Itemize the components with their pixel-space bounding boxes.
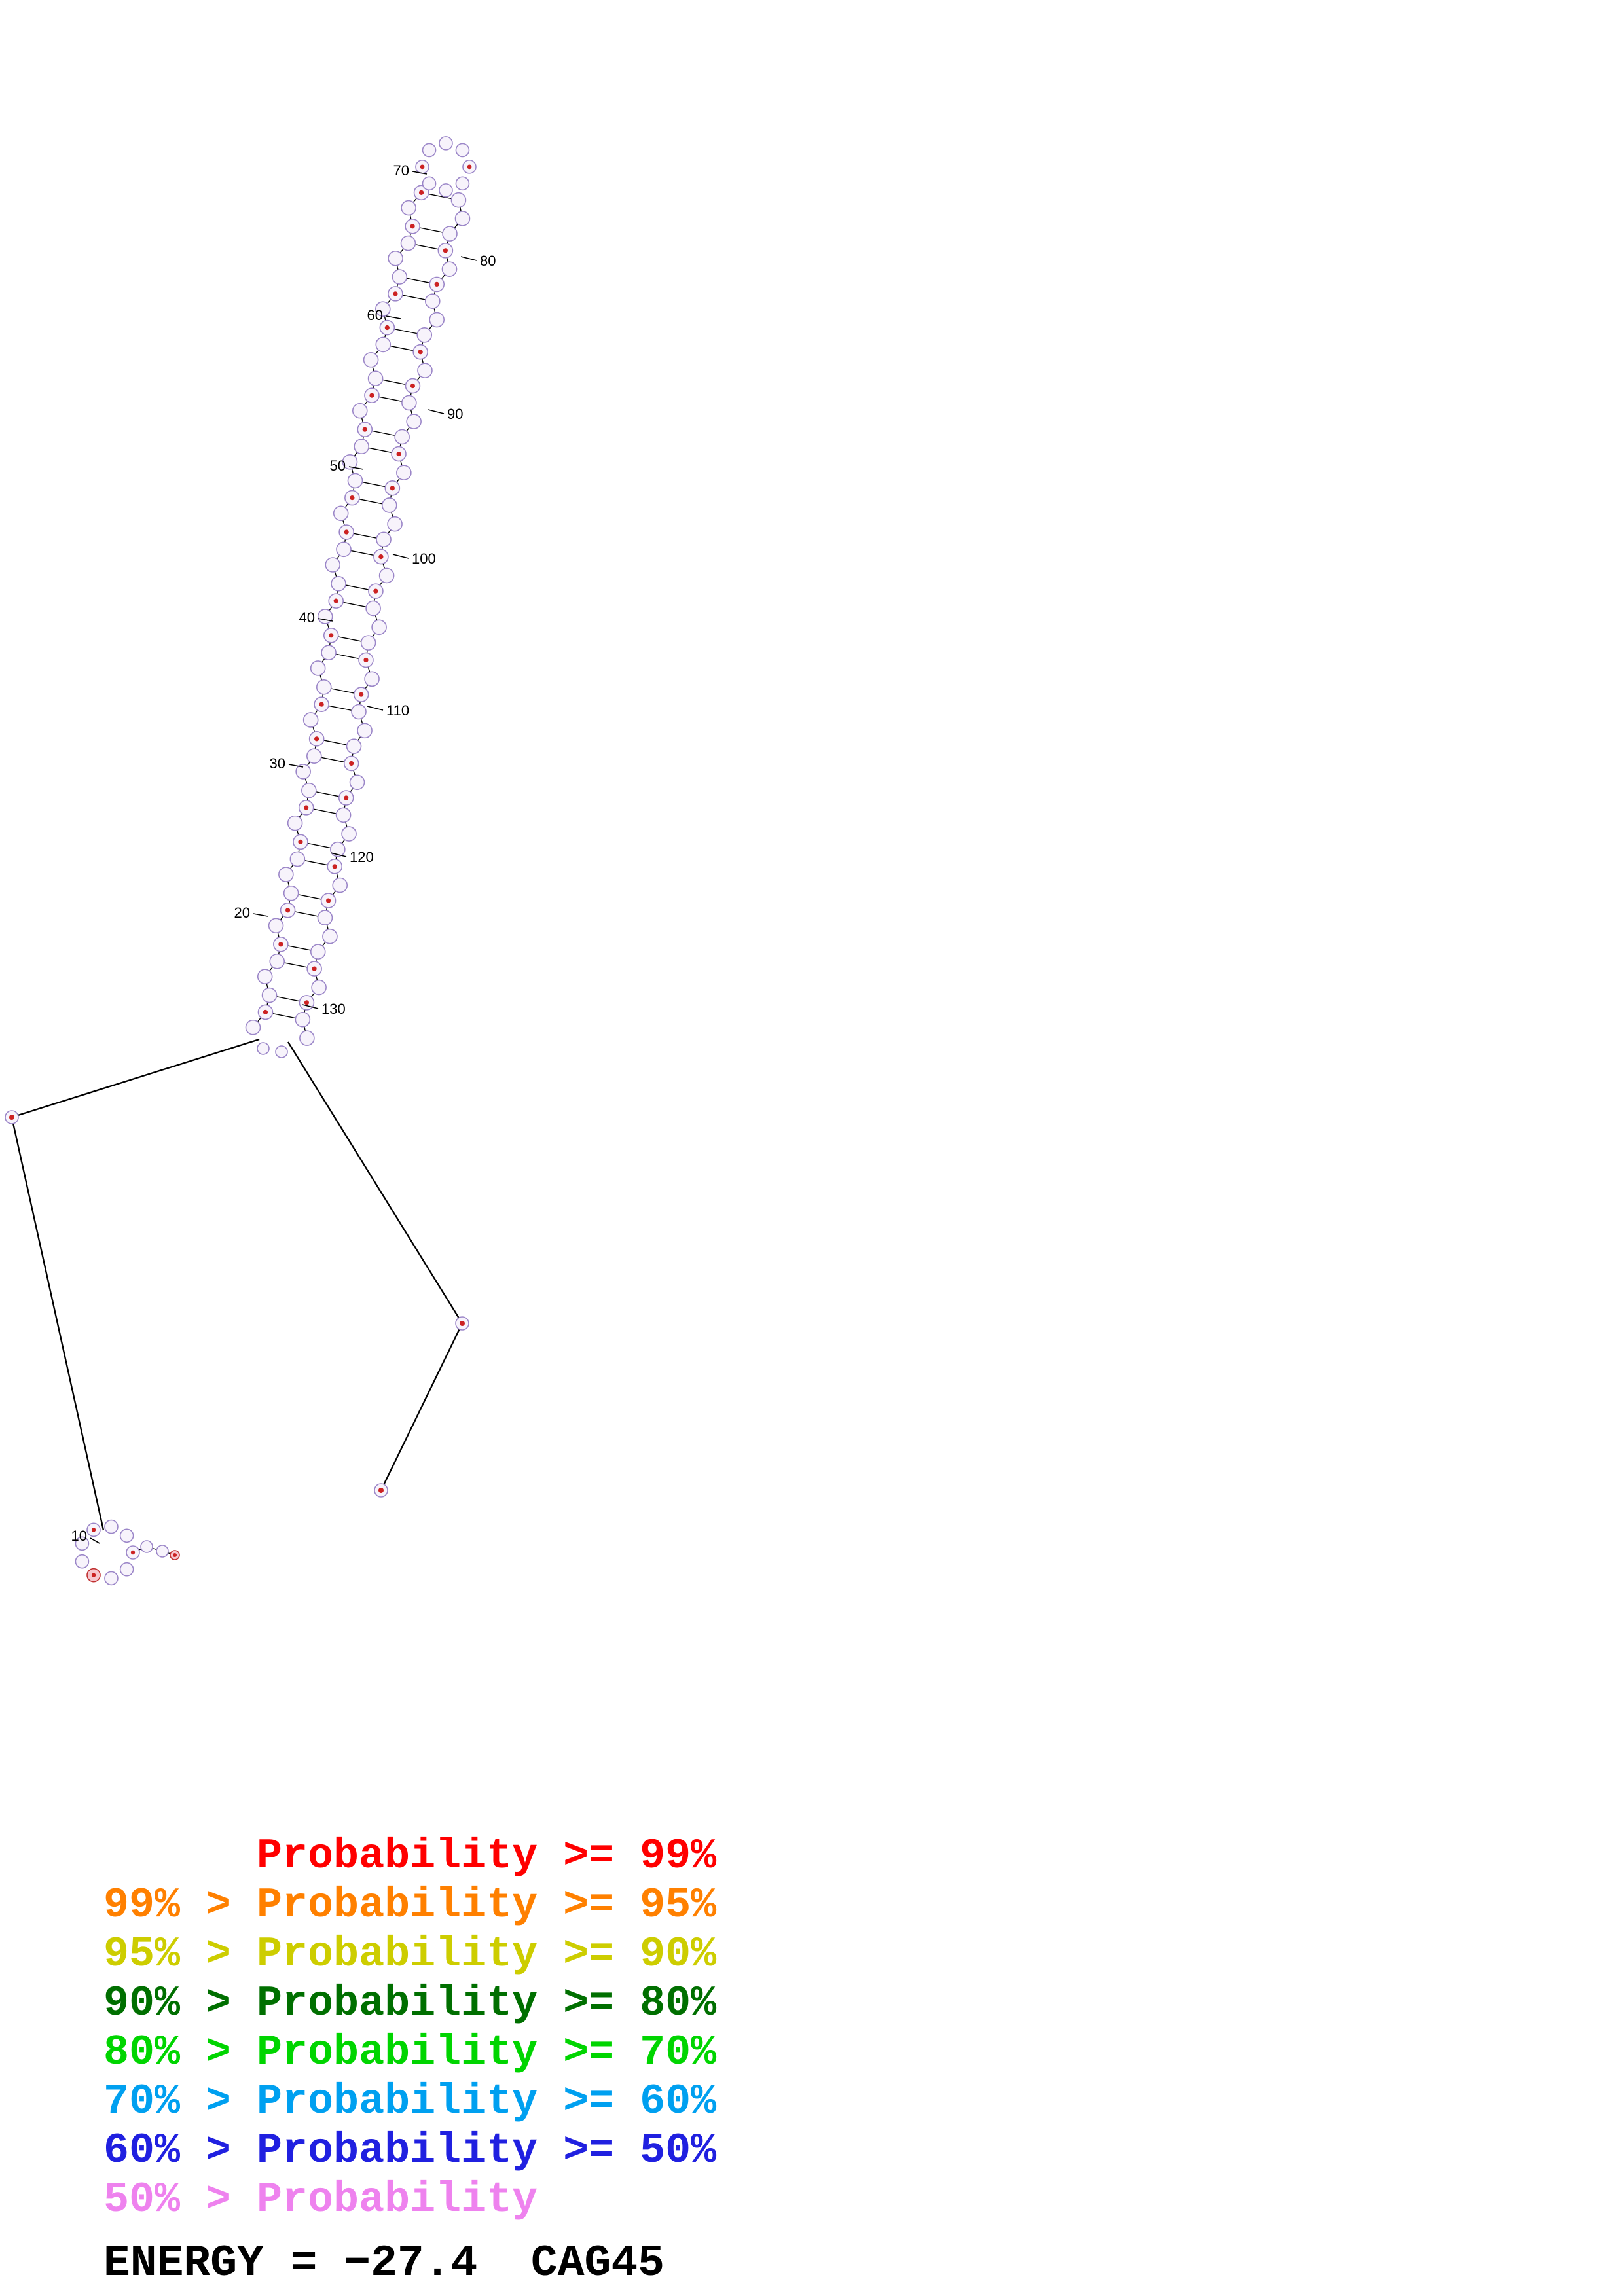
legend-entry-70: 80% > Probability >= 70%	[103, 2028, 717, 2077]
svg-text:80: 80	[480, 253, 496, 269]
legend-entry-90: 95% > Probability >= 90%	[103, 1930, 717, 1979]
probability-legend: Probability >= 99% 99% > Probability >= …	[103, 1832, 716, 2225]
svg-text:100: 100	[412, 550, 436, 567]
svg-text:110: 110	[386, 702, 409, 719]
svg-text:10: 10	[71, 1528, 87, 1544]
svg-text:70: 70	[393, 162, 409, 179]
svg-text:60: 60	[367, 307, 383, 323]
svg-text:130: 130	[321, 1001, 346, 1017]
legend-entry-80: 90% > Probability >= 80%	[103, 1979, 717, 2028]
legend-entry-99: Probability >= 99%	[103, 1832, 717, 1880]
legend-entry-below: 50% > Probability	[103, 2176, 538, 2224]
legend-entry-50: 60% > Probability >= 50%	[103, 2126, 717, 2175]
legend-entry-95: 99% > Probability >= 95%	[103, 1881, 717, 1929]
svg-text:120: 120	[350, 849, 374, 865]
svg-text:50: 50	[330, 457, 346, 474]
svg-text:90: 90	[447, 406, 463, 422]
svg-text:40: 40	[299, 609, 315, 626]
svg-text:30: 30	[270, 755, 285, 772]
legend-entry-60: 70% > Probability >= 60%	[103, 2077, 717, 2126]
svg-text:20: 20	[234, 905, 250, 921]
energy-text: ENERGY = −27.4 CAG45	[103, 2238, 665, 2289]
